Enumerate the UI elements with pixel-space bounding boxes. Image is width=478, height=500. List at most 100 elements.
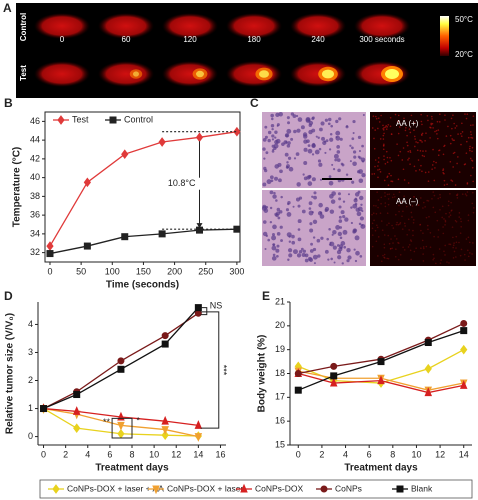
y-tick-label: 20	[275, 320, 285, 330]
marker	[152, 485, 160, 495]
time-label: 180	[247, 35, 261, 44]
signal	[431, 122, 434, 125]
nucleus	[273, 191, 276, 195]
nucleus	[262, 231, 268, 237]
nucleus	[270, 179, 274, 183]
signal	[371, 222, 374, 225]
signal	[374, 165, 376, 168]
signal	[451, 209, 453, 212]
nucleus	[327, 258, 330, 261]
signal	[442, 153, 445, 156]
series-line	[298, 322, 465, 375]
signal	[448, 211, 451, 214]
nucleus	[278, 178, 282, 183]
signal	[460, 135, 463, 137]
nucleus	[307, 148, 313, 154]
mouse-control	[354, 13, 410, 39]
x-tick-label: 10	[149, 449, 159, 459]
nucleus	[297, 219, 302, 224]
signal	[437, 129, 440, 131]
nucleus	[311, 117, 315, 121]
nucleus	[291, 240, 296, 245]
signal	[431, 197, 433, 200]
x-tick-label: 4	[85, 449, 90, 459]
signal	[387, 234, 390, 237]
signal	[382, 144, 385, 147]
time-label: 0	[60, 35, 65, 44]
marker	[158, 137, 166, 147]
signal	[455, 125, 458, 127]
nucleus	[277, 216, 281, 220]
nucleus	[288, 240, 292, 243]
row-label: Control	[19, 13, 28, 41]
signal	[419, 224, 421, 226]
signal	[443, 184, 446, 186]
nucleus	[297, 117, 303, 122]
signal	[379, 212, 382, 215]
signal	[425, 245, 428, 248]
nucleus	[301, 209, 306, 214]
signal	[446, 261, 448, 263]
signal	[442, 168, 445, 170]
signal	[421, 170, 423, 173]
signal	[407, 182, 410, 184]
nucleus	[320, 236, 324, 240]
signal	[391, 247, 394, 250]
nucleus	[274, 164, 280, 169]
nucleus	[338, 117, 342, 121]
marker	[194, 304, 202, 312]
nucleus	[330, 124, 333, 128]
x-tick-label: 6	[367, 449, 372, 459]
time-label: 120	[183, 35, 197, 44]
nucleus	[340, 210, 345, 215]
nucleus	[267, 138, 271, 143]
signal	[471, 253, 473, 255]
signal	[460, 225, 462, 228]
nucleus	[279, 210, 283, 214]
nucleus	[358, 178, 364, 184]
signal	[406, 144, 409, 147]
signal	[468, 147, 471, 150]
signal	[373, 219, 375, 222]
signal	[414, 145, 416, 148]
nucleus	[317, 136, 320, 140]
signal	[409, 163, 411, 165]
nucleus	[311, 153, 315, 156]
signal	[427, 180, 430, 183]
signal	[417, 141, 419, 144]
marker	[396, 485, 404, 493]
nucleus	[319, 127, 323, 132]
signal	[386, 257, 388, 260]
signal	[382, 124, 384, 127]
signal	[466, 113, 469, 115]
signal	[451, 138, 453, 140]
marker	[57, 115, 65, 125]
signal	[426, 224, 429, 227]
signal	[377, 199, 380, 201]
signal	[438, 121, 441, 123]
signal	[457, 133, 459, 135]
nucleus	[339, 226, 343, 229]
nucleus	[267, 130, 272, 135]
hotspot-core	[259, 70, 269, 78]
nucleus	[353, 248, 356, 251]
nucleus	[280, 239, 283, 242]
signal	[437, 229, 440, 231]
mouse-control	[290, 13, 346, 39]
nucleus	[312, 236, 316, 239]
x-tick-label: 0	[47, 266, 52, 276]
nucleus	[295, 152, 300, 156]
nucleus	[309, 249, 314, 253]
signal	[424, 140, 426, 142]
nucleus	[267, 238, 271, 242]
signal	[380, 220, 383, 222]
panel-label: E	[262, 289, 270, 303]
signal	[433, 160, 435, 163]
signal	[441, 205, 444, 208]
signal	[438, 248, 441, 250]
signal	[437, 236, 439, 238]
signal	[461, 122, 463, 125]
signal	[435, 262, 437, 265]
signal	[380, 114, 382, 117]
nucleus	[328, 148, 332, 151]
